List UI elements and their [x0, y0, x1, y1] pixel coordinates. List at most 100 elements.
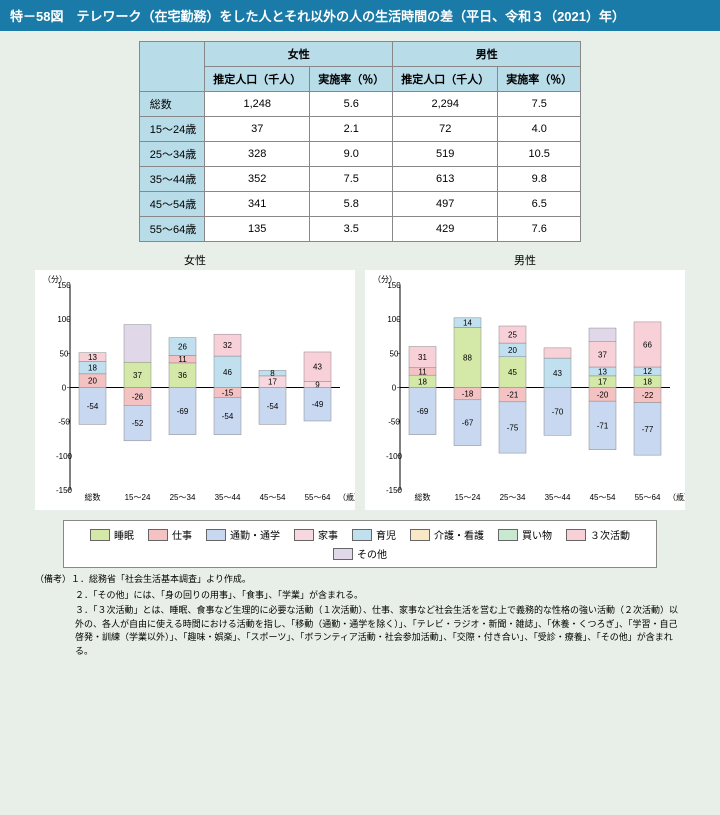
- svg-text:（歳）: （歳）: [338, 492, 355, 502]
- svg-text:17: 17: [598, 378, 607, 387]
- legend-label: ３次活動: [590, 527, 630, 542]
- legend: 睡眠 仕事 通勤・通学 家事 育児 介護・看護 買い物 ３次活動その他: [63, 520, 657, 568]
- svg-text:32: 32: [223, 341, 232, 350]
- legend-swatch: [206, 529, 226, 541]
- svg-text:-69: -69: [177, 407, 189, 416]
- svg-text:26: 26: [178, 343, 187, 352]
- svg-text:-77: -77: [642, 425, 654, 434]
- notes: （備考）１．総務省「社会生活基本調査」より作成。２．「その他」には、「身の回りの…: [15, 573, 705, 658]
- svg-text:（分）: （分）: [373, 275, 397, 284]
- svg-text:100: 100: [387, 315, 401, 324]
- svg-text:88: 88: [463, 353, 472, 362]
- legend-swatch: [498, 529, 518, 541]
- svg-text:14: 14: [463, 319, 472, 328]
- svg-text:50: 50: [390, 349, 399, 358]
- legend-label: 買い物: [522, 527, 552, 542]
- data-table: 女性男性 推定人口（千人）実施率（％）推定人口（千人）実施率（％） 総数1,24…: [139, 41, 581, 242]
- legend-label: 育児: [376, 527, 396, 542]
- legend-label: 家事: [318, 527, 338, 542]
- svg-text:-22: -22: [642, 391, 654, 400]
- svg-text:-150: -150: [56, 486, 73, 495]
- svg-text:43: 43: [553, 369, 562, 378]
- svg-text:-67: -67: [462, 419, 474, 428]
- svg-text:-54: -54: [267, 402, 279, 411]
- svg-text:-71: -71: [597, 421, 609, 430]
- chart-male: 男性 -150-100-50050100150（分）181131-69総数881…: [365, 252, 685, 515]
- legend-label: 介護・看護: [434, 527, 484, 542]
- table-row-label: 総数: [139, 92, 204, 117]
- svg-text:（歳）: （歳）: [668, 492, 685, 502]
- svg-text:50: 50: [60, 349, 69, 358]
- svg-text:25～34: 25～34: [170, 493, 196, 502]
- svg-text:0: 0: [62, 384, 67, 393]
- svg-text:-70: -70: [552, 407, 564, 416]
- svg-text:-75: -75: [507, 423, 519, 432]
- table-row-label: 55～64歳: [139, 217, 204, 242]
- svg-text:35～44: 35～44: [545, 493, 571, 502]
- svg-text:11: 11: [178, 355, 187, 364]
- legend-label: 睡眠: [114, 527, 134, 542]
- svg-text:-50: -50: [58, 418, 70, 427]
- svg-text:15～24: 15～24: [455, 493, 481, 502]
- svg-text:45: 45: [508, 368, 517, 377]
- figure-title: 特－58図 テレワーク（在宅勤務）をした人とそれ以外の人の生活時間の差（平日、令…: [0, 0, 720, 31]
- svg-text:12: 12: [643, 367, 652, 376]
- legend-label: 仕事: [172, 527, 192, 542]
- table-row-label: 35～44歳: [139, 167, 204, 192]
- legend-swatch: [90, 529, 110, 541]
- svg-text:-54: -54: [87, 402, 99, 411]
- svg-text:総数: 総数: [85, 492, 101, 502]
- svg-text:-100: -100: [56, 452, 73, 461]
- svg-text:20: 20: [508, 346, 517, 355]
- table-row-label: 45～54歳: [139, 192, 204, 217]
- svg-text:-15: -15: [222, 389, 234, 398]
- svg-text:43: 43: [313, 363, 322, 372]
- table-row-label: 15～24歳: [139, 117, 204, 142]
- legend-swatch: [294, 529, 314, 541]
- svg-text:-52: -52: [132, 419, 144, 428]
- svg-text:25～34: 25～34: [500, 493, 526, 502]
- svg-text:-54: -54: [222, 412, 234, 421]
- svg-text:13: 13: [88, 353, 97, 362]
- legend-swatch: [333, 548, 353, 560]
- svg-text:37: 37: [598, 350, 607, 359]
- legend-swatch: [566, 529, 586, 541]
- svg-text:35～44: 35～44: [215, 493, 241, 502]
- svg-text:15～24: 15～24: [125, 493, 151, 502]
- legend-label: その他: [357, 546, 387, 561]
- svg-text:55～64: 55～64: [635, 493, 661, 502]
- svg-text:45～54: 45～54: [590, 493, 616, 502]
- svg-text:-69: -69: [417, 407, 429, 416]
- svg-text:18: 18: [643, 377, 652, 386]
- svg-text:（分）: （分）: [43, 275, 67, 284]
- svg-text:18: 18: [88, 364, 97, 373]
- chart-female: 女性 -150-100-50050100150（分）201813-54総数37-…: [35, 252, 355, 515]
- svg-text:-49: -49: [312, 400, 324, 409]
- legend-swatch: [410, 529, 430, 541]
- svg-text:25: 25: [508, 331, 517, 340]
- svg-text:-100: -100: [386, 452, 403, 461]
- svg-text:31: 31: [418, 353, 427, 362]
- svg-text:-50: -50: [388, 418, 400, 427]
- svg-text:0: 0: [392, 384, 397, 393]
- svg-text:45～54: 45～54: [260, 493, 286, 502]
- svg-text:-150: -150: [386, 486, 403, 495]
- svg-text:総数: 総数: [415, 492, 431, 502]
- svg-text:20: 20: [88, 377, 97, 386]
- svg-text:18: 18: [418, 377, 427, 386]
- svg-text:46: 46: [223, 368, 232, 377]
- legend-swatch: [148, 529, 168, 541]
- svg-text:36: 36: [178, 371, 187, 380]
- svg-text:100: 100: [57, 315, 71, 324]
- svg-text:11: 11: [418, 367, 427, 376]
- svg-text:37: 37: [133, 371, 142, 380]
- table-row-label: 25～34歳: [139, 142, 204, 167]
- svg-text:8: 8: [270, 369, 275, 378]
- svg-text:17: 17: [268, 378, 277, 387]
- legend-label: 通勤・通学: [230, 527, 280, 542]
- svg-text:13: 13: [598, 367, 607, 376]
- svg-text:-18: -18: [462, 390, 474, 399]
- svg-text:-21: -21: [507, 391, 519, 400]
- svg-text:-26: -26: [132, 392, 144, 401]
- legend-swatch: [352, 529, 372, 541]
